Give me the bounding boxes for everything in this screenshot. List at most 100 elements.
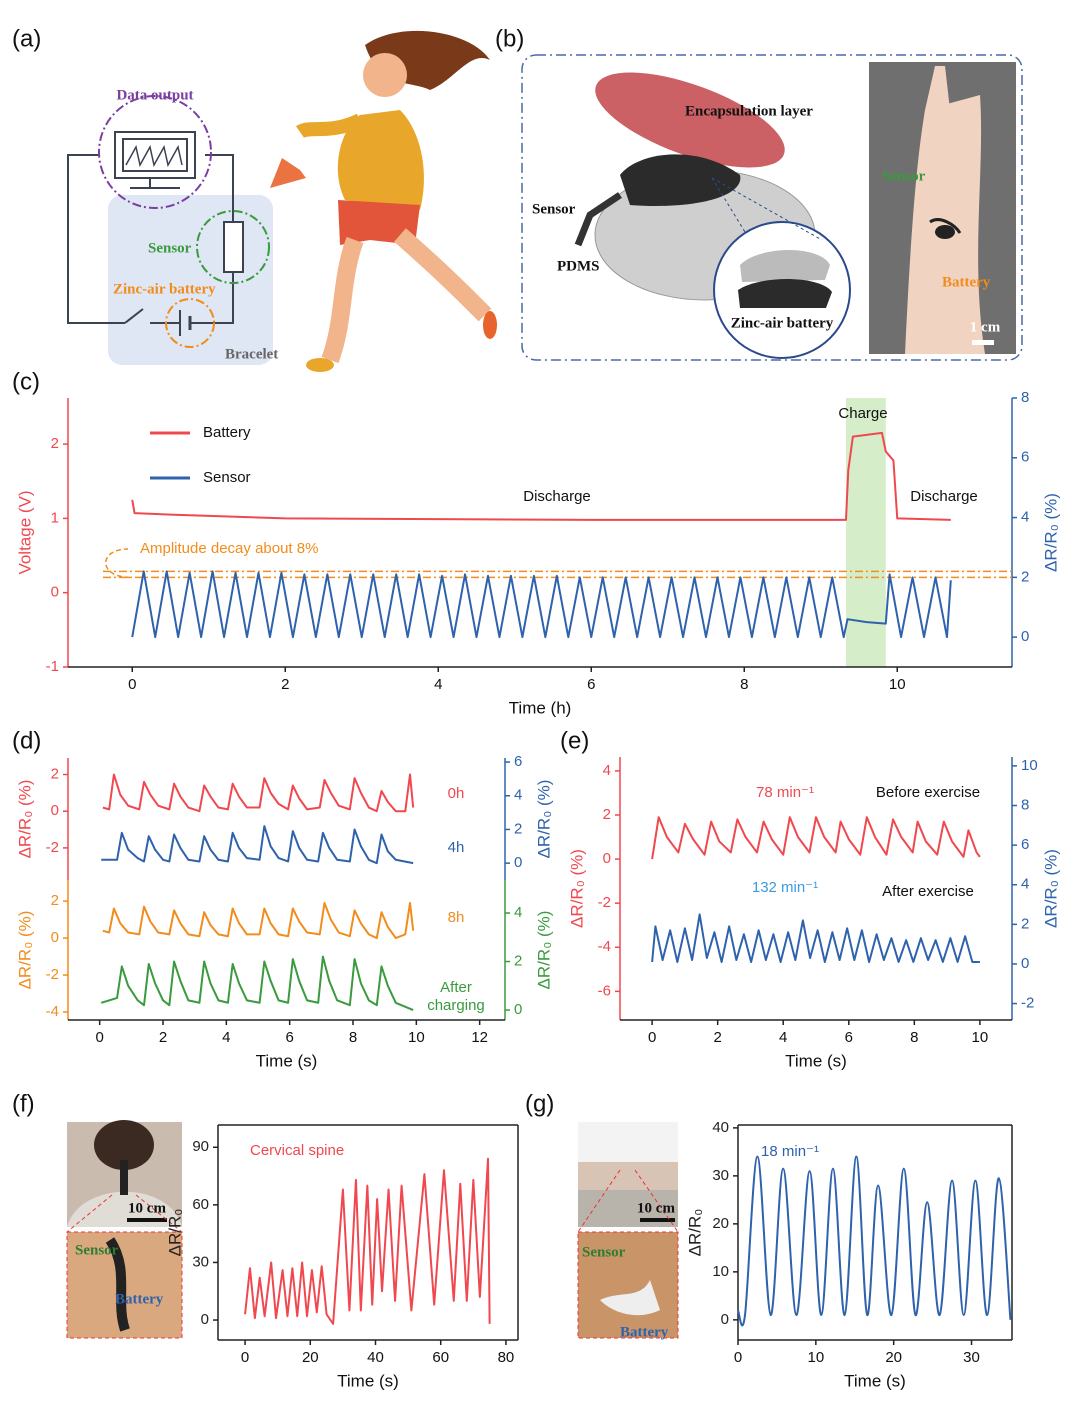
device-illustration [574,62,1016,359]
y-tick-label: 10 [712,1263,729,1280]
panel-label: (g) [525,1090,554,1117]
circuit-diagram [67,95,273,365]
y-tick-label: 4 [603,762,611,779]
x-tick-label: 4 [222,1029,230,1046]
data-line [101,825,414,865]
y-tick-label: 0 [603,850,611,867]
y-axis-label: ΔR/R₀ [685,1209,704,1257]
diagram-label: PDMS [557,258,600,274]
y-tick-label: 20 [712,1215,729,1232]
y-tick-label: -2 [46,966,59,983]
x-tick-label: 20 [302,1349,319,1366]
y2-axis-label: ΔR/R₀ (%) [1041,493,1060,572]
x-tick-label: 0 [648,1029,656,1046]
scale-label: 10 cm [128,1200,166,1216]
x-tick-label: 0 [734,1349,742,1366]
series-label: 4h [447,839,465,856]
y-tick-label: 2 [51,435,59,452]
y2-tick-label: 0 [514,854,522,871]
panel-label: (c) [12,368,40,395]
x-tick-label: 80 [498,1349,515,1366]
y2-tick-label: 4 [514,904,522,921]
diagram-label: Zinc-air battery [731,315,834,331]
x-tick-label: 4 [434,676,442,693]
y-tick-label: -6 [598,982,611,999]
y-tick-label: 40 [712,1119,729,1136]
panel-label: (e) [560,727,589,754]
y-tick-label: 0 [721,1311,729,1328]
photo-label: Battery [620,1324,669,1340]
scale-label: 10 cm [637,1200,675,1216]
y2-tick-label: 6 [514,753,522,770]
annotation: Cervical spine [250,1142,344,1159]
y2-tick-label: 0 [1021,955,1029,972]
annotation: Charge [838,405,887,422]
series-label: 0h [447,785,465,802]
diagram-label: Bracelet [225,346,278,362]
y-axis-label: Voltage (V) [15,490,34,574]
y-tick-label: 2 [51,765,59,782]
panel-label: (a) [12,25,41,52]
y2-tick-label: 6 [1021,449,1029,466]
data-line [651,816,981,860]
photo-label: Battery [115,1291,164,1307]
diagram-label: Sensor [532,201,576,217]
x-tick-label: 40 [367,1349,384,1366]
panel-frame [521,54,1023,361]
x-tick-label: 10 [972,1029,989,1046]
data-line [737,1155,1012,1327]
y-tick-label: 0 [51,802,59,819]
x-tick-label: 10 [889,676,906,693]
x-tick-label: 6 [845,1029,853,1046]
x-tick-label: 12 [471,1029,488,1046]
y-tick-label: 0 [201,1311,209,1328]
y-tick-label: -4 [598,938,611,955]
y2-tick-label: 4 [1021,509,1029,526]
y-tick-label: 30 [712,1167,729,1184]
y-axis-label: ΔR/R₀ [165,1209,184,1257]
y-tick-label: -2 [46,839,59,856]
y-tick-label: 0 [51,929,59,946]
y-tick-label: 0 [51,584,59,601]
photo-label: Battery [942,274,991,290]
data-line [131,570,952,639]
x-tick-label: 4 [779,1029,787,1046]
y-tick-label: 60 [192,1196,209,1213]
y2-tick-label: 8 [1021,796,1029,813]
x-tick-label: 10 [408,1029,425,1046]
y-tick-label: 2 [603,806,611,823]
y2-axis-label: ΔR/R₀ (%) [1041,849,1060,928]
x-tick-label: 8 [349,1029,357,1046]
y2-tick-label: 2 [1021,915,1029,932]
x-axis-label: Time (s) [256,1051,318,1070]
y-tick-label: -4 [46,1003,59,1020]
x-tick-label: 2 [281,676,289,693]
y-tick-label: -2 [598,894,611,911]
photo-label: Sensor [582,1244,626,1260]
annotation: Discharge [523,488,591,505]
y2-axis-label: ΔR/R₀ (%) [534,780,553,859]
x-tick-label: 6 [285,1029,293,1046]
legend-label: Sensor [203,469,251,486]
x-axis-label: Time (s) [785,1051,847,1070]
data-line [651,913,980,963]
y2-tick-label: 0 [1021,628,1029,645]
annotation: Before exercise [876,784,980,801]
x-tick-label: 0 [241,1349,249,1366]
y-axis-label: ΔR/R₀ (%) [15,911,34,990]
annotation: 132 min⁻¹ [752,879,818,896]
diagram-label: Zinc-air battery [113,281,216,297]
photo-label: Sensor [75,1242,119,1258]
runner-illustration [270,30,497,372]
data-line [100,955,414,1011]
diagram-label: Sensor [148,240,192,256]
y2-tick-label: 4 [514,787,522,804]
annotation-arrow [105,548,131,579]
x-axis-label: Time (s) [844,1371,906,1390]
diagram-label: Data output [116,87,193,103]
x-axis-label: Time (s) [337,1371,399,1390]
y-tick-label: -1 [46,658,59,675]
annotation: 18 min⁻¹ [761,1143,819,1160]
data-line [244,1157,491,1325]
